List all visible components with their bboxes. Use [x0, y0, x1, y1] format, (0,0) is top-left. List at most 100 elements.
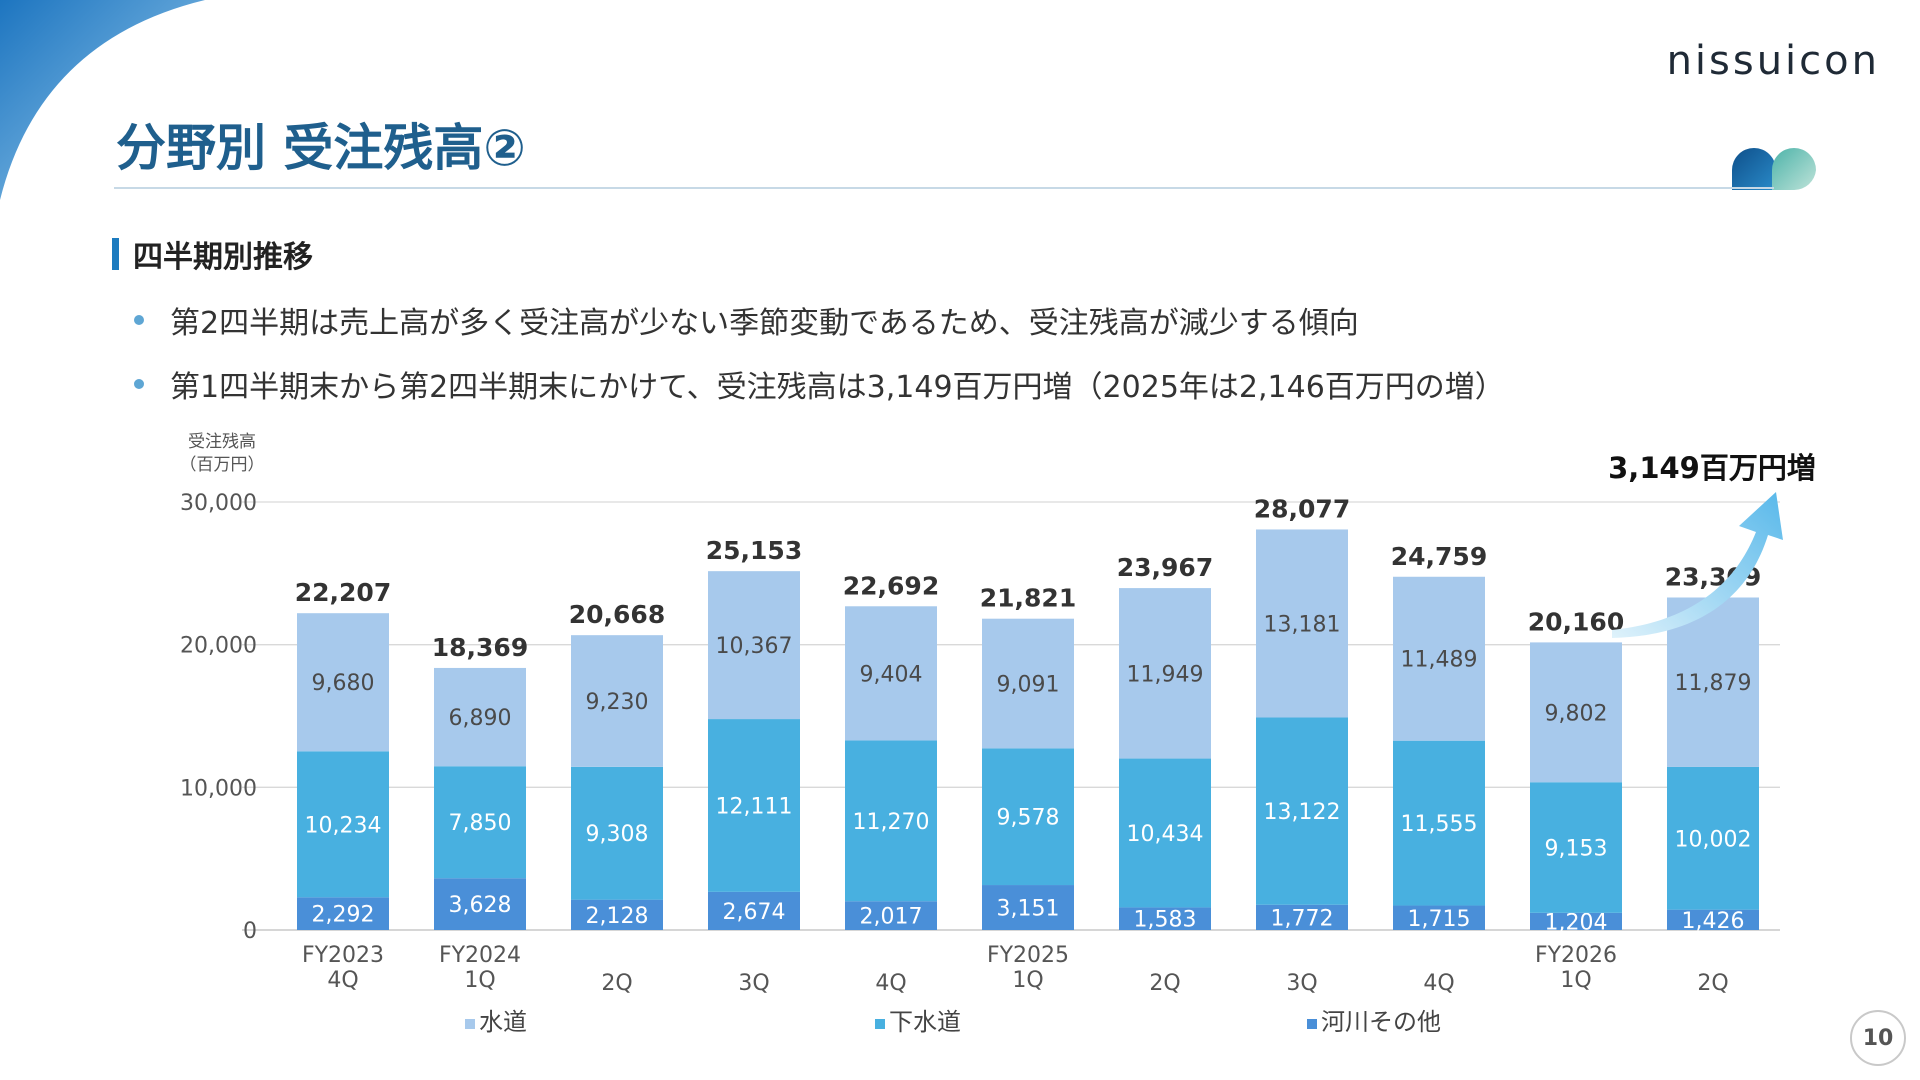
bar-segment-水道 [1119, 588, 1211, 759]
bar-segment-河川その他 [1530, 912, 1622, 930]
data-label: 11,555 [1401, 812, 1478, 837]
total-label: 22,207 [295, 578, 391, 607]
x-tick-label: FY2025 [987, 943, 1069, 968]
logo-mark-icon [1732, 148, 1816, 190]
bar-segment-下水道 [1530, 782, 1622, 913]
bar-segment-下水道 [1393, 740, 1485, 906]
title-divider [114, 187, 1774, 189]
y-tick-label: 0 [243, 919, 257, 944]
legend-swatch [465, 1019, 475, 1029]
data-label: 2,292 [312, 903, 375, 928]
data-label: 13,181 [1264, 612, 1341, 637]
data-label: 12,111 [716, 794, 793, 819]
bar-segment-下水道 [434, 766, 526, 879]
data-label: 1,204 [1545, 910, 1608, 935]
x-tick-label: 4Q [875, 971, 906, 996]
data-label: 6,890 [449, 706, 512, 731]
y-tick-label: 30,000 [180, 491, 257, 516]
annotation-label: 3,149百万円増 [1608, 451, 1816, 485]
y-axis-label: 受注残高 [188, 432, 256, 452]
y-tick-label: 20,000 [180, 634, 257, 659]
data-label: 10,367 [716, 634, 793, 659]
bar-segment-下水道 [297, 751, 389, 898]
bar-segment-河川その他 [571, 899, 663, 930]
page-number: 10 [1850, 1010, 1906, 1066]
bar-segment-下水道 [1119, 758, 1211, 908]
bar-segment-河川その他 [708, 891, 800, 930]
x-tick-label: 4Q [1423, 971, 1454, 996]
bullet-text: 第1四半期末から第2四半期末にかけて、受注残高は3,149百万円増（2025年は… [170, 370, 1505, 405]
corner-decoration [0, 0, 205, 200]
total-label: 18,369 [432, 633, 528, 662]
total-label: 25,153 [706, 536, 802, 565]
bar-segment-水道 [571, 635, 663, 767]
data-label: 9,802 [1545, 701, 1608, 726]
data-label: 2,017 [860, 905, 923, 930]
x-tick-label: 1Q [464, 968, 495, 993]
page-title: 分野別 受注残高② [116, 119, 526, 177]
bar-segment-河川その他 [1119, 907, 1211, 930]
bar-segment-下水道 [1256, 717, 1348, 905]
data-label: 2,128 [586, 904, 649, 929]
section-heading: 四半期別推移 [112, 232, 313, 276]
bar-segment-河川その他 [1393, 905, 1485, 930]
bullet-item: 第1四半期末から第2四半期末にかけて、受注残高は3,149百万円増（2025年は… [134, 352, 1505, 416]
bar-segment-河川その他 [434, 878, 526, 930]
data-label: 9,230 [586, 690, 649, 715]
bar-segment-水道 [1530, 642, 1622, 783]
section-marker [112, 238, 119, 270]
data-label: 1,583 [1134, 908, 1197, 933]
x-tick-label: FY2026 [1535, 943, 1617, 968]
total-label: 23,967 [1117, 553, 1213, 582]
x-tick-label: 2Q [1697, 971, 1728, 996]
legend-label: 下水道 [889, 1008, 961, 1036]
bar-segment-下水道 [571, 766, 663, 900]
data-label: 9,308 [586, 822, 649, 847]
x-tick-label: FY2024 [439, 943, 521, 968]
legend-swatch [1307, 1019, 1317, 1029]
bar-segment-水道 [708, 571, 800, 720]
x-tick-label: 3Q [738, 971, 769, 996]
bar-segment-下水道 [982, 748, 1074, 886]
x-tick-label: 2Q [1149, 971, 1180, 996]
data-label: 11,489 [1401, 648, 1478, 673]
nissuicon-logo: nissuicon [1666, 38, 1880, 84]
data-label: 9,091 [997, 673, 1060, 698]
total-label: 21,821 [980, 584, 1076, 613]
bar-segment-下水道 [845, 740, 937, 902]
data-label: 7,850 [449, 811, 512, 836]
data-label: 1,772 [1271, 906, 1334, 931]
data-label: 1,715 [1408, 907, 1471, 932]
data-label: 10,434 [1127, 822, 1204, 847]
data-label: 9,680 [312, 671, 375, 696]
data-label: 3,628 [449, 893, 512, 918]
data-label: 11,949 [1127, 662, 1204, 687]
bar-segment-河川その他 [1256, 904, 1348, 930]
x-tick-label: 3Q [1286, 971, 1317, 996]
total-label: 22,692 [843, 571, 939, 600]
bar-segment-下水道 [1667, 766, 1759, 910]
data-label: 13,122 [1264, 800, 1341, 825]
bar-segment-河川その他 [845, 901, 937, 930]
x-tick-label: 1Q [1560, 968, 1591, 993]
x-tick-label: FY2023 [302, 943, 384, 968]
data-label: 9,578 [997, 806, 1060, 831]
bullet-dot [134, 379, 144, 389]
legend-label: 河川その他 [1321, 1008, 1441, 1036]
data-label: 3,151 [997, 897, 1060, 922]
bar-segment-水道 [297, 613, 389, 752]
data-label: 9,153 [1545, 837, 1608, 862]
total-label: 28,077 [1254, 494, 1350, 523]
data-label: 9,404 [860, 662, 923, 687]
x-tick-label: 4Q [327, 968, 358, 993]
total-label: 24,759 [1391, 542, 1487, 571]
y-axis-label: （百万円） [180, 455, 265, 475]
bullet-dot [134, 315, 144, 325]
total-label: 20,160 [1528, 607, 1624, 636]
bar-segment-水道 [1393, 576, 1485, 741]
bar-segment-水道 [982, 618, 1074, 749]
data-label: 10,234 [305, 813, 382, 838]
bar-segment-河川その他 [982, 885, 1074, 930]
bullet-text: 第2四半期は売上高が多く受注高が少ない季節変動であるため、受注残高が減少する傾向 [170, 306, 1359, 341]
